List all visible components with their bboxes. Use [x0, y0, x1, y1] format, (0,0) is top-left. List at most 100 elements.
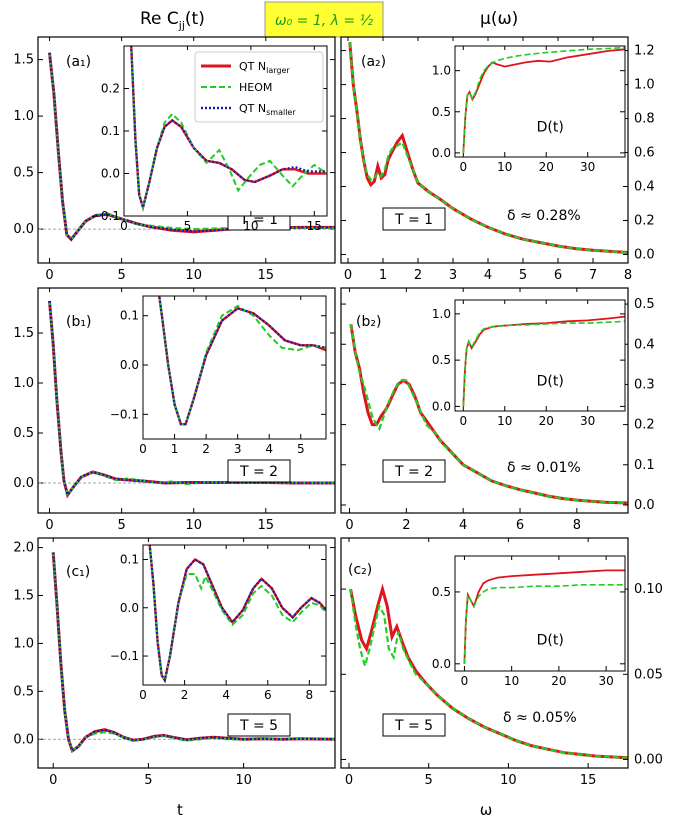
- x-tick-label: 1: [379, 268, 387, 283]
- y-tick-label: 0.5: [13, 426, 34, 441]
- plot-frame: [340, 287, 629, 514]
- legend-label-qt-larger: QT Nlarger: [239, 60, 290, 75]
- y-tick-label: 0.5: [634, 297, 655, 312]
- y-tick-label: 0.8: [634, 112, 655, 127]
- inset-plot-background: [143, 545, 326, 685]
- y-tick-label: 1.0: [13, 109, 34, 124]
- y-tick-label: 2.0: [13, 541, 34, 556]
- delta-label: δ ≈ 0.05%: [503, 710, 577, 726]
- inset-plot-background: [455, 46, 625, 157]
- inset-x-tick-label: 30: [598, 674, 613, 688]
- plot-frame: [37, 36, 336, 264]
- x-tick-label: 4: [484, 268, 492, 283]
- x-tick-label: 0: [345, 773, 353, 788]
- x-tick-label: 15: [580, 773, 597, 788]
- series-line-qt-smaller: [52, 552, 335, 753]
- panel-label: (a₁): [66, 54, 91, 70]
- right-xlabel: ω: [480, 801, 493, 819]
- x-tick-label: 10: [500, 773, 517, 788]
- y-tick-label: 0.2: [634, 214, 655, 229]
- y-tick-label: 0.4: [634, 180, 655, 195]
- inset-title: D(t): [537, 119, 564, 135]
- x-tick-label: 15: [258, 518, 275, 533]
- delta-label: δ ≈ 0.28%: [507, 208, 581, 224]
- inset-x-tick-label: 2: [181, 688, 189, 702]
- inset-y-tick-label: 0.5: [432, 353, 451, 367]
- x-tick-label: 8: [573, 518, 581, 533]
- series-line-heom: [349, 588, 628, 759]
- series-line-qt-smaller: [158, 296, 326, 426]
- header: Re Cjj(t) ω₀ = 1, λ = ½ μ(ω): [140, 1, 518, 38]
- x-tick-label: 0: [344, 268, 352, 283]
- x-tick-label: 0: [345, 518, 353, 533]
- inset-title: D(t): [537, 373, 564, 389]
- series-line-heom: [349, 324, 628, 505]
- y-tick-label: 0.3: [634, 377, 655, 392]
- inset-y-tick-label: 0.0: [432, 657, 451, 671]
- series-line-qt-smaller: [148, 545, 326, 684]
- x-tick-label: 10: [185, 518, 202, 533]
- plot-frame: [37, 537, 336, 769]
- panel-a1: 0 5 10 150.00.51.01.5 (a₁)T = 10 5 10 15−0.10.0…: [13, 36, 336, 283]
- legend-label-heom: HEOM: [239, 81, 272, 94]
- inset-frame: [142, 544, 327, 686]
- temperature-label: T = 5: [394, 718, 433, 734]
- y-tick-label: 0.0: [13, 732, 34, 747]
- legend-box: [194, 51, 324, 123]
- temperature-label: T = 2: [239, 464, 278, 480]
- y-tick-label: 0.0: [13, 476, 34, 491]
- plot-frame: [340, 537, 629, 769]
- panel-label: (b₂): [356, 314, 381, 330]
- inset-frame: [454, 299, 626, 412]
- inset-b1: 0 1 2 3 4 5 −0.1 0.0 0.1: [110, 295, 327, 456]
- inset-x-tick-label: 0: [459, 414, 467, 428]
- inset-x-tick-label: 20: [539, 160, 554, 174]
- panel-b2: 0 2 4 6 8 0.0 0.1 0.2 0.3 0.4 0.5 (b₂) T = 2 δ ≈ 0.01…: [340, 287, 655, 533]
- inset-a2: 0 10 20 30 0.0 0.5 1.0 D(t): [432, 45, 626, 174]
- inset-plot-background: [455, 300, 625, 411]
- x-tick-label: 5: [144, 773, 152, 788]
- parameter-box: [264, 1, 384, 38]
- y-tick-label: 0.05: [634, 667, 663, 682]
- panel-label: (c₁): [66, 564, 90, 580]
- inset-x-tick-label: 2: [202, 442, 210, 456]
- panels: 0 5 10 150.00.51.01.5 (a₁)T = 10 5 10 15−0.10.0…: [13, 36, 663, 788]
- x-tick-label: 5: [519, 268, 527, 283]
- inset-y-tick-label: 0.0: [101, 167, 120, 181]
- temperature-box: [227, 713, 291, 737]
- temperature-box: [382, 713, 446, 737]
- inset-y-tick-label: 1.0: [432, 64, 451, 78]
- x-tick-label: 5: [117, 518, 125, 533]
- legend-label-text: QT N: [239, 60, 266, 73]
- inset-y-tick-label: 0.1: [120, 552, 139, 566]
- x-tick-label: 2: [414, 268, 422, 283]
- inset-x-tick-label: 5: [184, 219, 192, 233]
- left-column-title: Re Cjj(t): [140, 9, 205, 32]
- x-tick-label: 3: [449, 268, 457, 283]
- delta-label: δ ≈ 0.01%: [507, 460, 581, 476]
- y-tick-label: 1.0: [13, 636, 34, 651]
- legend-label-sub: smaller: [266, 108, 296, 117]
- panel-label: (b₁): [66, 314, 91, 330]
- legend-label-qt-smaller: QT Nsmaller: [239, 102, 296, 117]
- temperature-label: T = 2: [394, 464, 433, 480]
- inset-y-tick-label: −0.1: [110, 407, 139, 421]
- y-tick-label: 1.5: [13, 53, 34, 68]
- inset-x-tick-label: 30: [580, 160, 595, 174]
- inset-x-tick-label: 0: [120, 219, 128, 233]
- inset-x-tick-label: 0: [139, 688, 147, 702]
- series-line-heom: [462, 46, 625, 153]
- series-line-heom: [130, 46, 327, 212]
- legend-label-sub: larger: [266, 66, 290, 75]
- inset-x-tick-label: 0: [461, 674, 469, 688]
- y-tick-label: 0.2: [634, 418, 655, 433]
- inset-y-tick-label: −0.1: [91, 209, 120, 223]
- y-tick-label: 1.0: [13, 376, 34, 391]
- right-column-title: μ(ω): [480, 9, 518, 29]
- y-tick-label: 0.1: [634, 458, 655, 473]
- y-tick-label: 0.6: [634, 146, 655, 161]
- inset-y-tick-label: 0.5: [432, 585, 451, 599]
- y-tick-label: 1.2: [634, 44, 655, 59]
- temperature-box: [382, 207, 446, 231]
